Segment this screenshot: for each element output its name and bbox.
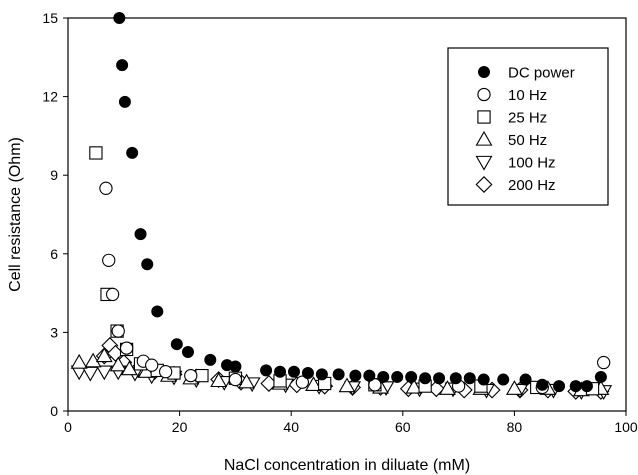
data-point [519, 373, 532, 386]
data-point [287, 365, 300, 378]
legend-label: 200 Hz [508, 177, 556, 194]
data-point [594, 370, 607, 383]
y-tick-label: 0 [50, 403, 58, 419]
legend-marker [475, 176, 493, 193]
data-point [204, 353, 217, 366]
legend: DC power 10 Hz 25 Hz 50 Hz 100 Hz 200 Hz [447, 47, 609, 206]
x-tick-label: 60 [395, 419, 411, 435]
data-point [181, 346, 194, 359]
data-point [170, 338, 183, 351]
series-dc-power [113, 12, 607, 393]
x-axis-ticks: 0 20 40 60 80 100 [64, 411, 638, 435]
data-point [295, 375, 310, 389]
data-point [116, 59, 129, 72]
y-tick-label: 12 [42, 89, 58, 105]
data-point [210, 372, 228, 388]
data-point [158, 365, 173, 379]
data-point [274, 365, 287, 378]
y-tick-label: 3 [50, 324, 58, 340]
plot-frame [67, 17, 627, 412]
data-point [105, 287, 120, 302]
x-axis-title: NaCl concentration in diluate (mM) [224, 457, 470, 474]
data-point [449, 372, 462, 385]
data-point [377, 370, 390, 383]
legend-marker [477, 87, 491, 102]
x-tick-label: 80 [507, 419, 523, 435]
data-point [84, 352, 102, 368]
data-series-layer [70, 12, 613, 400]
legend-label: 50 Hz [508, 132, 547, 149]
data-point [349, 369, 362, 382]
x-tick-label: 100 [614, 419, 638, 435]
data-point [536, 378, 549, 391]
data-point [433, 372, 446, 385]
data-point [89, 146, 103, 160]
legend-box [447, 47, 609, 206]
data-point [315, 368, 328, 381]
data-point [102, 253, 116, 267]
data-point [332, 368, 345, 381]
y-tick-label: 9 [50, 167, 58, 183]
x-tick-label: 0 [64, 419, 72, 435]
y-tick-label: 6 [50, 246, 58, 262]
data-point [338, 377, 356, 393]
y-axis-ticks: 0 3 6 9 12 15 [42, 10, 68, 419]
legend-label: 10 Hz [508, 87, 547, 104]
data-point [477, 373, 490, 386]
legend-label: 100 Hz [508, 155, 556, 172]
data-point [151, 305, 164, 318]
data-point [438, 380, 456, 395]
data-point [580, 380, 593, 393]
data-point [111, 324, 125, 338]
data-point [405, 378, 423, 394]
data-point [463, 372, 476, 385]
y-axis-title: Cell resistance (Ohm) [7, 137, 24, 292]
legend-marker [477, 110, 491, 124]
data-point [184, 368, 198, 383]
legend-label: DC power [508, 65, 575, 82]
x-tick-label: 20 [172, 419, 188, 435]
data-point [109, 356, 127, 372]
data-point [113, 12, 126, 24]
data-point [301, 367, 314, 380]
data-point [553, 380, 566, 393]
data-point [120, 360, 138, 376]
legend-marker [475, 130, 493, 146]
data-point [419, 372, 432, 385]
data-point [229, 360, 242, 373]
plot-border [67, 17, 627, 412]
legend-label: 25 Hz [508, 110, 547, 127]
data-point [405, 370, 418, 383]
data-point [497, 373, 510, 386]
data-point [228, 372, 243, 387]
y-tick-label: 15 [42, 10, 58, 26]
data-point [95, 365, 113, 381]
x-tick-label: 40 [283, 419, 299, 435]
data-point [95, 347, 113, 363]
data-point [126, 146, 139, 159]
legend-marker [478, 66, 490, 78]
data-point [363, 369, 376, 382]
legend-marker [475, 155, 493, 171]
data-point [305, 376, 322, 391]
data-point [260, 364, 273, 377]
data-point [141, 258, 154, 271]
data-point [118, 95, 131, 108]
data-point [368, 378, 382, 392]
data-point [505, 380, 523, 395]
data-point [391, 370, 404, 383]
data-point [99, 181, 113, 195]
data-point [145, 358, 159, 372]
data-point [195, 368, 209, 383]
data-point [238, 373, 256, 389]
data-point [70, 353, 88, 369]
data-point [134, 228, 147, 241]
data-point [119, 341, 134, 355]
data-point [569, 380, 582, 393]
data-point [597, 355, 611, 370]
